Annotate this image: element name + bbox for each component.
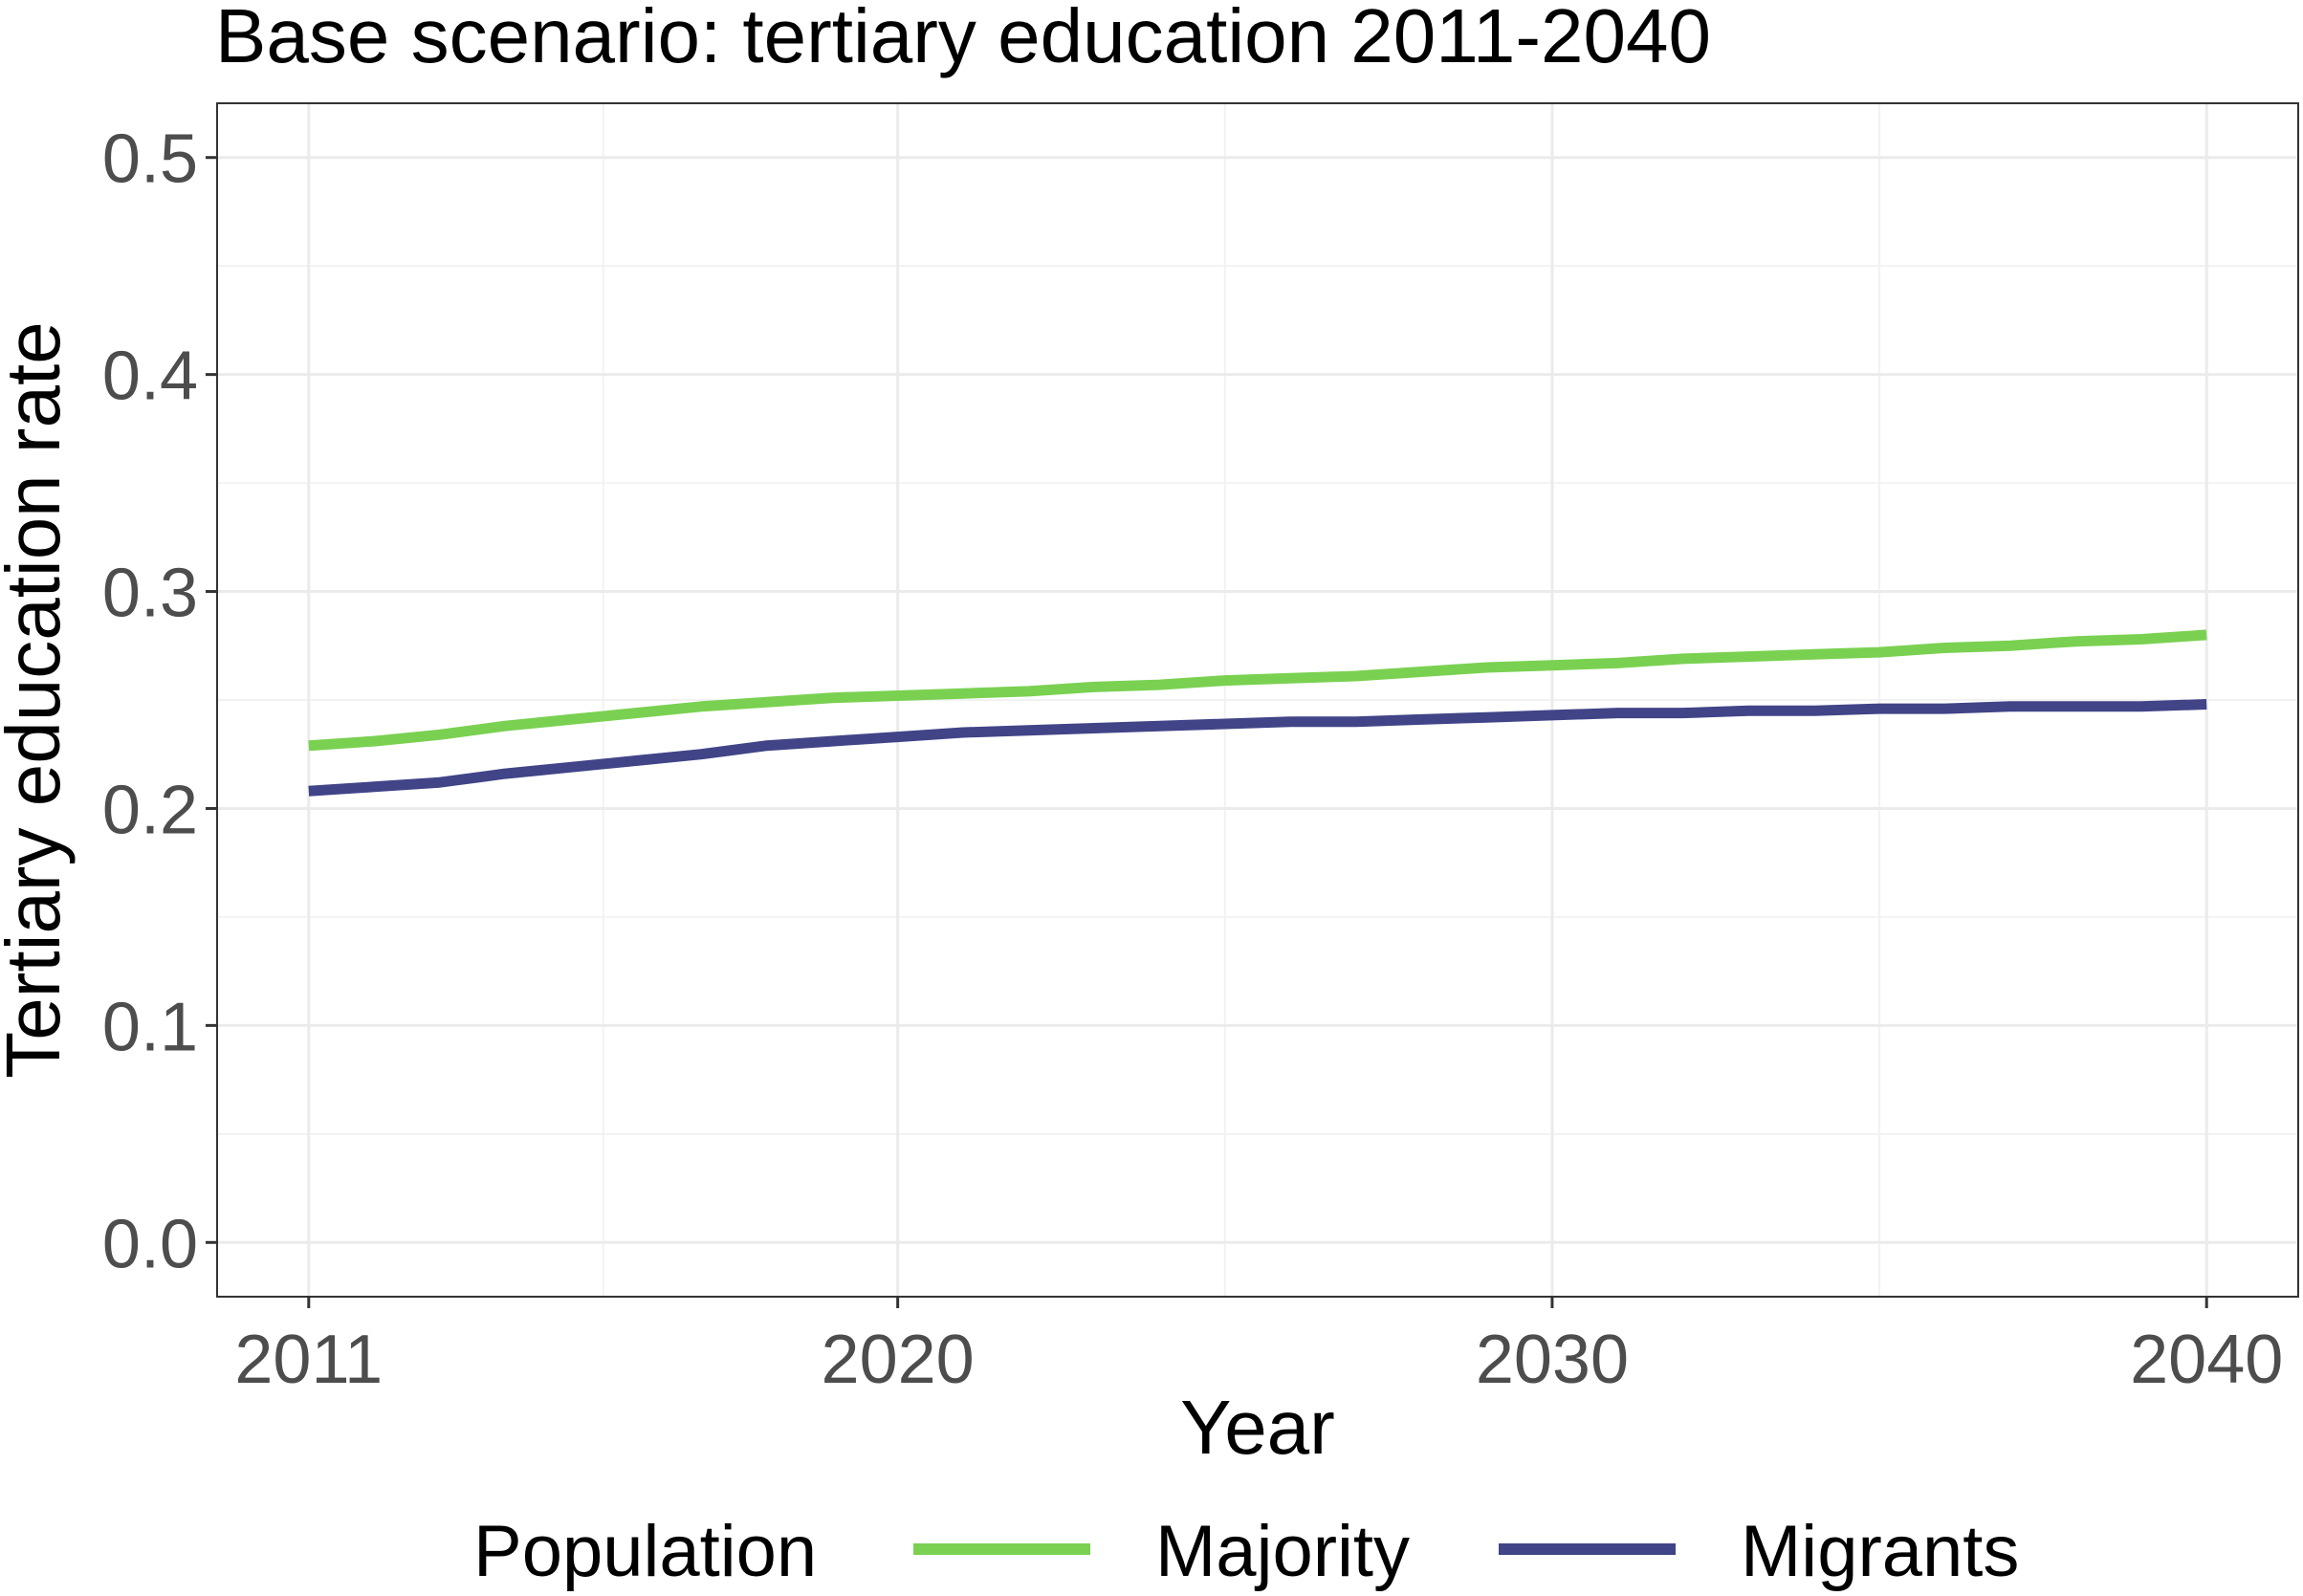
chart-title: Base scenario: tertiary education 2011-2…	[215, 0, 1711, 78]
x-axis-title: Year	[1180, 1385, 1335, 1470]
y-tick-label: 0.3	[102, 556, 198, 632]
y-tick-label: 0.1	[102, 989, 198, 1065]
x-tick-label: 2030	[1476, 1322, 1629, 1398]
legend-label-majority: Majority	[1155, 1511, 1410, 1592]
x-tick-label: 2020	[822, 1322, 975, 1398]
x-tick-label: 2040	[2130, 1322, 2283, 1398]
y-tick-label: 0.5	[102, 121, 198, 198]
major-gridlines	[217, 103, 2298, 1297]
legend: Population Majority Migrants	[473, 1511, 2019, 1592]
series-lines	[308, 629, 2207, 797]
y-axis-title: Tertiary education rate	[0, 321, 76, 1079]
series-line-migrants	[308, 699, 2207, 797]
x-tick-label: 2011	[234, 1322, 383, 1398]
plot-panel-border	[216, 102, 2299, 1298]
minor-gridlines	[217, 103, 2298, 1297]
series-line-majority	[308, 629, 2207, 752]
y-tick-label: 0.0	[102, 1206, 198, 1282]
legend-label-migrants: Migrants	[1741, 1511, 2019, 1592]
y-tick-label: 0.2	[102, 772, 198, 848]
y-axis: 0.0 0.1 0.2 0.3 0.4 0.5	[102, 121, 217, 1282]
y-tick-label: 0.4	[102, 339, 198, 415]
legend-title: Population	[473, 1511, 817, 1592]
x-axis: 2011 2020 2030 2040	[234, 1297, 2283, 1398]
